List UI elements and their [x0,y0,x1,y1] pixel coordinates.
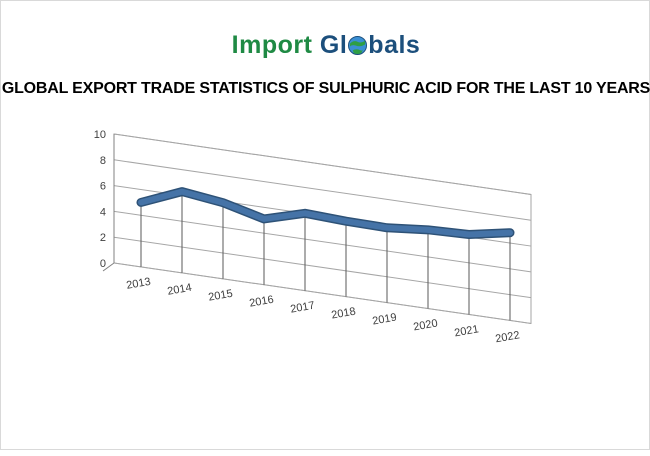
globe-icon [348,33,368,55]
chart-3d-line: 0 2 4 6 8 10 2013 2014 2015 2016 2017 2018 2019 2020 2… [1,1,649,449]
svg-text:0: 0 [100,258,106,270]
svg-text:4: 4 [100,206,106,218]
svg-text:2018: 2018 [330,306,356,322]
svg-text:2020: 2020 [412,317,438,333]
logo: Import Gl bals [1,31,650,60]
svg-text:6: 6 [100,181,106,193]
svg-text:2019: 2019 [371,311,397,327]
svg-text:2014: 2014 [166,282,192,298]
svg-text:2: 2 [100,232,106,244]
logo-text-import: Import [231,31,313,59]
page-title: GLOBAL EXPORT TRADE STATISTICS OF SULPHU… [1,80,650,97]
svg-text:2022: 2022 [494,329,520,345]
logo-text-bals: bals [368,31,421,59]
svg-text:2017: 2017 [289,300,315,316]
svg-text:2016: 2016 [248,294,274,310]
svg-text:2013: 2013 [125,276,151,292]
svg-text:2015: 2015 [207,288,233,304]
logo-text-gl: Gl [319,31,348,59]
svg-text:10: 10 [94,129,106,141]
svg-text:8: 8 [100,155,106,167]
svg-text:2021: 2021 [453,323,479,339]
